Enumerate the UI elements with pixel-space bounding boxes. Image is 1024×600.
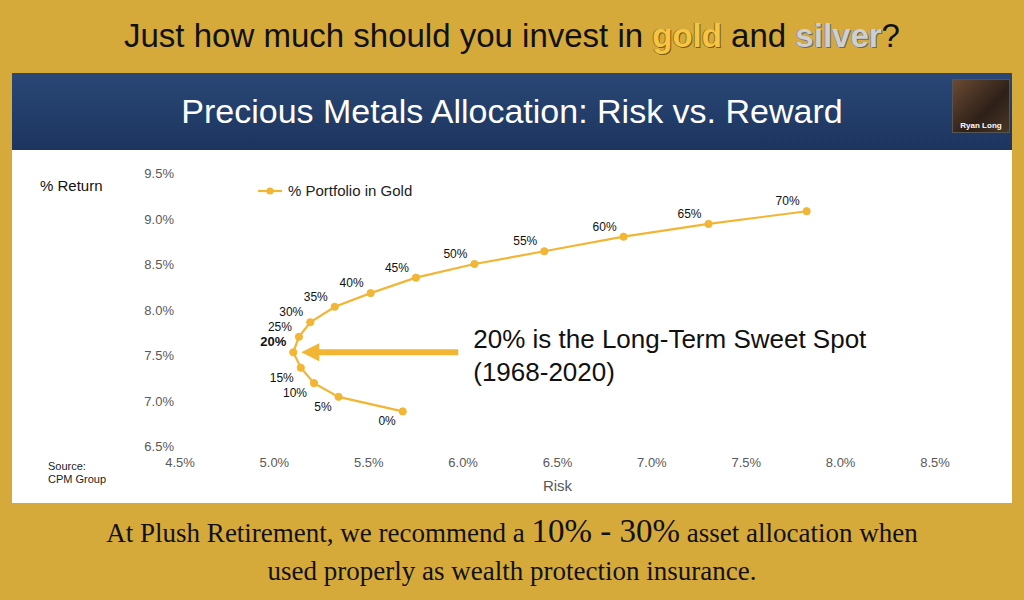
x-tick-label: 6.5%: [543, 455, 573, 470]
point-label: 40%: [340, 276, 364, 290]
footer-text: used properly as wealth protection insur…: [268, 556, 757, 586]
series-point: [335, 393, 342, 400]
point-label: 0%: [378, 414, 396, 428]
footer-text: asset allocation when: [680, 518, 918, 548]
y-tick-label: 8.0%: [144, 303, 174, 318]
legend-marker: [266, 187, 273, 194]
point-label: 50%: [443, 247, 467, 261]
point-label: 15%: [270, 371, 294, 385]
point-label: 20%: [260, 334, 286, 349]
series-point: [399, 408, 406, 415]
series-point: [310, 380, 317, 387]
series-point: [331, 303, 338, 310]
page-title: Just how much should you invest in gold …: [0, 10, 1024, 62]
page: {"header": {"title": [ {"text": "Just ho…: [0, 0, 1024, 600]
point-label: 70%: [776, 194, 800, 208]
x-tick-label: 4.5%: [165, 455, 195, 470]
point-label: 55%: [513, 234, 537, 248]
x-tick-label: 8.0%: [826, 455, 856, 470]
title-part: and: [722, 17, 795, 54]
series-point: [297, 364, 304, 371]
series-point: [295, 333, 302, 340]
series-point: [412, 274, 419, 281]
x-tick-label: 5.0%: [260, 455, 290, 470]
point-label: 35%: [304, 290, 328, 304]
legend-label: % Portfolio in Gold: [288, 182, 412, 199]
series-point: [307, 319, 314, 326]
footer-text: At Plush Retirement, we recommend a: [106, 518, 531, 548]
plot-area: [290, 208, 811, 415]
presenter-name: Ryan Long: [953, 121, 1009, 130]
x-tick-label: 7.0%: [637, 455, 667, 470]
point-label: 5%: [314, 400, 332, 414]
series-line: [293, 211, 806, 411]
y-tick-label: 7.0%: [144, 394, 174, 409]
banner-title: Precious Metals Allocation: Risk vs. Rew…: [12, 73, 1012, 150]
series-point: [290, 349, 297, 356]
series-point: [803, 208, 810, 215]
title-part: silver: [795, 17, 881, 54]
x-tick-label: 8.5%: [920, 455, 950, 470]
annotation-text: (1968-2020): [473, 357, 615, 387]
chart: 6.5% 7.0% 7.5% 8.0% 8.5% 9.0% 9.5% 4.5% 5.0% 5.5%…: [0, 0, 1024, 600]
y-axis-title: % Return: [40, 177, 103, 194]
y-tick-label: 6.5%: [144, 439, 174, 454]
x-tick-label: 5.5%: [354, 455, 384, 470]
annotation-arrowhead: [301, 343, 319, 361]
series-point: [471, 260, 478, 267]
series-point: [541, 248, 548, 255]
y-tick-label: 7.5%: [144, 348, 174, 363]
point-label: 30%: [279, 305, 303, 319]
series-point: [620, 233, 627, 240]
footer-line: used properly as wealth protection insur…: [268, 552, 757, 590]
footer-line: At Plush Retirement, we recommend a 10% …: [106, 512, 917, 552]
y-tick-label: 8.5%: [144, 257, 174, 272]
x-tick-label: 7.5%: [731, 455, 761, 470]
title-part: gold: [652, 17, 722, 54]
y-tick-label: 9.0%: [144, 212, 174, 227]
annotation-text: 20% is the Long-Term Sweet Spot: [473, 324, 867, 354]
title-part: ?: [882, 17, 900, 54]
source-text: Source:: [48, 460, 86, 472]
presenter-video: Ryan Long: [952, 79, 1010, 133]
series-point: [705, 220, 712, 227]
x-axis-title: Risk: [543, 477, 573, 494]
footer: At Plush Retirement, we recommend a 10% …: [0, 505, 1024, 597]
banner: Precious Metals Allocation: Risk vs. Rew…: [12, 73, 1012, 150]
footer-text: 10% - 30%: [532, 513, 680, 549]
point-label: 10%: [283, 386, 307, 400]
point-label: 60%: [593, 220, 617, 234]
point-label: 45%: [385, 261, 409, 275]
series-point: [367, 290, 374, 297]
y-tick-label: 9.5%: [144, 166, 174, 181]
point-label: 25%: [268, 320, 292, 334]
title-part: Just how much should you invest in: [124, 17, 652, 54]
source-text: CPM Group: [48, 473, 106, 485]
annotation-arrow: [315, 349, 458, 355]
point-label: 65%: [677, 207, 701, 221]
x-tick-label: 6.0%: [448, 455, 478, 470]
